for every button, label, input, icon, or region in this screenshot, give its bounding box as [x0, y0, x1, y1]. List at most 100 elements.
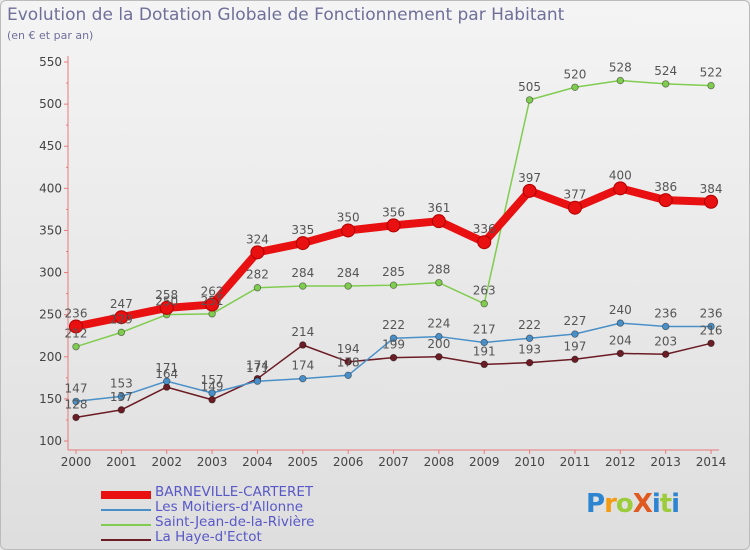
- data-label: 222: [518, 318, 541, 332]
- data-label: 227: [564, 314, 587, 328]
- data-point: [707, 339, 715, 348]
- data-point: [69, 319, 83, 334]
- x-tick-label: 2012: [605, 455, 636, 469]
- data-label: 199: [382, 338, 405, 352]
- data-label: 240: [609, 303, 632, 317]
- data-label: 263: [473, 284, 496, 298]
- x-tick-label: 2008: [424, 455, 455, 469]
- data-point: [159, 300, 174, 315]
- data-label: 250: [155, 295, 178, 309]
- x-tick-label: 2010: [514, 455, 545, 469]
- x-tick-label: 2005: [288, 455, 319, 469]
- data-point: [72, 413, 80, 422]
- data-label: 247: [110, 297, 133, 311]
- data-point: [435, 278, 443, 287]
- legend-label: Les Moitiers-d'Allonne: [155, 499, 304, 515]
- x-tick-label: 2009: [469, 455, 500, 469]
- x-tick-label: 2002: [151, 455, 182, 469]
- data-label: 128: [65, 397, 88, 411]
- data-point: [163, 377, 171, 385]
- legend-label: Saint-Jean-de-la-Rivière: [155, 514, 315, 530]
- data-label: 174: [291, 359, 314, 373]
- data-label: 217: [473, 322, 496, 336]
- data-label: 262: [201, 285, 224, 299]
- data-label: 520: [564, 67, 587, 81]
- data-point: [477, 235, 492, 250]
- data-point: [480, 300, 488, 308]
- data-point: [571, 355, 579, 364]
- y-tick-label: 400: [39, 181, 62, 195]
- y-tick-label: 200: [39, 350, 62, 364]
- data-point: [389, 334, 398, 342]
- data-point: [299, 341, 307, 349]
- data-point: [525, 358, 534, 367]
- x-tick-label: 2000: [61, 455, 92, 469]
- data-label: 386: [654, 180, 677, 194]
- data-point: [661, 322, 670, 331]
- x-tick-label: 2006: [333, 455, 364, 469]
- data-label: 505: [518, 80, 541, 94]
- x-tick-label: 2001: [106, 455, 137, 469]
- data-point: [707, 81, 715, 90]
- data-point: [114, 310, 129, 325]
- data-point: [616, 319, 625, 327]
- data-label: 236: [65, 306, 88, 320]
- legend-swatch-les-moitiers-d-allonne: [101, 509, 151, 511]
- data-point: [208, 389, 216, 397]
- data-label: 284: [291, 266, 314, 280]
- data-point: [72, 397, 80, 406]
- data-point: [571, 83, 579, 91]
- y-tick-label: 300: [39, 266, 62, 280]
- data-label: 147: [65, 381, 88, 395]
- legend-label: BARNEVILLE-CARTERET: [155, 484, 314, 500]
- data-point: [117, 328, 126, 337]
- data-label: 397: [518, 171, 541, 185]
- x-tick-label: 2014: [696, 455, 727, 469]
- data-point: [525, 334, 534, 342]
- proxiti-logo: ProXiti: [586, 489, 680, 519]
- data-label: 524: [654, 64, 677, 78]
- data-label: 224: [427, 317, 450, 331]
- data-label: 212: [65, 327, 88, 341]
- x-tick-label: 2013: [650, 455, 681, 469]
- data-point: [431, 214, 446, 229]
- data-point: [344, 371, 352, 380]
- data-point: [525, 96, 534, 104]
- x-tick-label: 2007: [378, 455, 409, 469]
- data-label: 229: [110, 312, 133, 326]
- x-tick-label: 2004: [242, 455, 273, 469]
- data-point: [344, 358, 352, 366]
- data-label: 258: [155, 288, 178, 302]
- data-point: [341, 223, 356, 238]
- data-label: 284: [337, 266, 360, 280]
- data-point: [295, 236, 310, 251]
- data-label: 137: [110, 390, 133, 404]
- data-label: 171: [155, 361, 178, 375]
- data-label: 361: [427, 201, 450, 215]
- data-point: [661, 350, 670, 358]
- data-point: [704, 194, 719, 209]
- y-tick-label: 150: [39, 392, 62, 406]
- data-label: 350: [337, 210, 360, 224]
- legend-label: La Haye-d'Ectot: [155, 529, 262, 545]
- data-label: 377: [564, 188, 587, 202]
- data-label: 203: [654, 334, 677, 348]
- data-point: [435, 332, 443, 341]
- data-point: [205, 297, 220, 312]
- data-point: [435, 353, 443, 361]
- legend-swatch-la-haye-d-ectot: [101, 539, 151, 541]
- y-tick-label: 250: [39, 308, 62, 322]
- data-point: [386, 218, 401, 233]
- chart-title: Evolution de la Dotation Globale de Fonc…: [7, 5, 565, 25]
- data-label: 528: [609, 61, 632, 75]
- data-point: [480, 338, 488, 347]
- data-label: 171: [246, 361, 269, 375]
- legend-swatch-barneville-carteret: [101, 491, 151, 499]
- data-label: 222: [382, 318, 405, 332]
- data-point: [661, 80, 670, 88]
- data-point: [299, 374, 307, 383]
- data-label: 285: [382, 265, 405, 279]
- data-point: [208, 396, 216, 404]
